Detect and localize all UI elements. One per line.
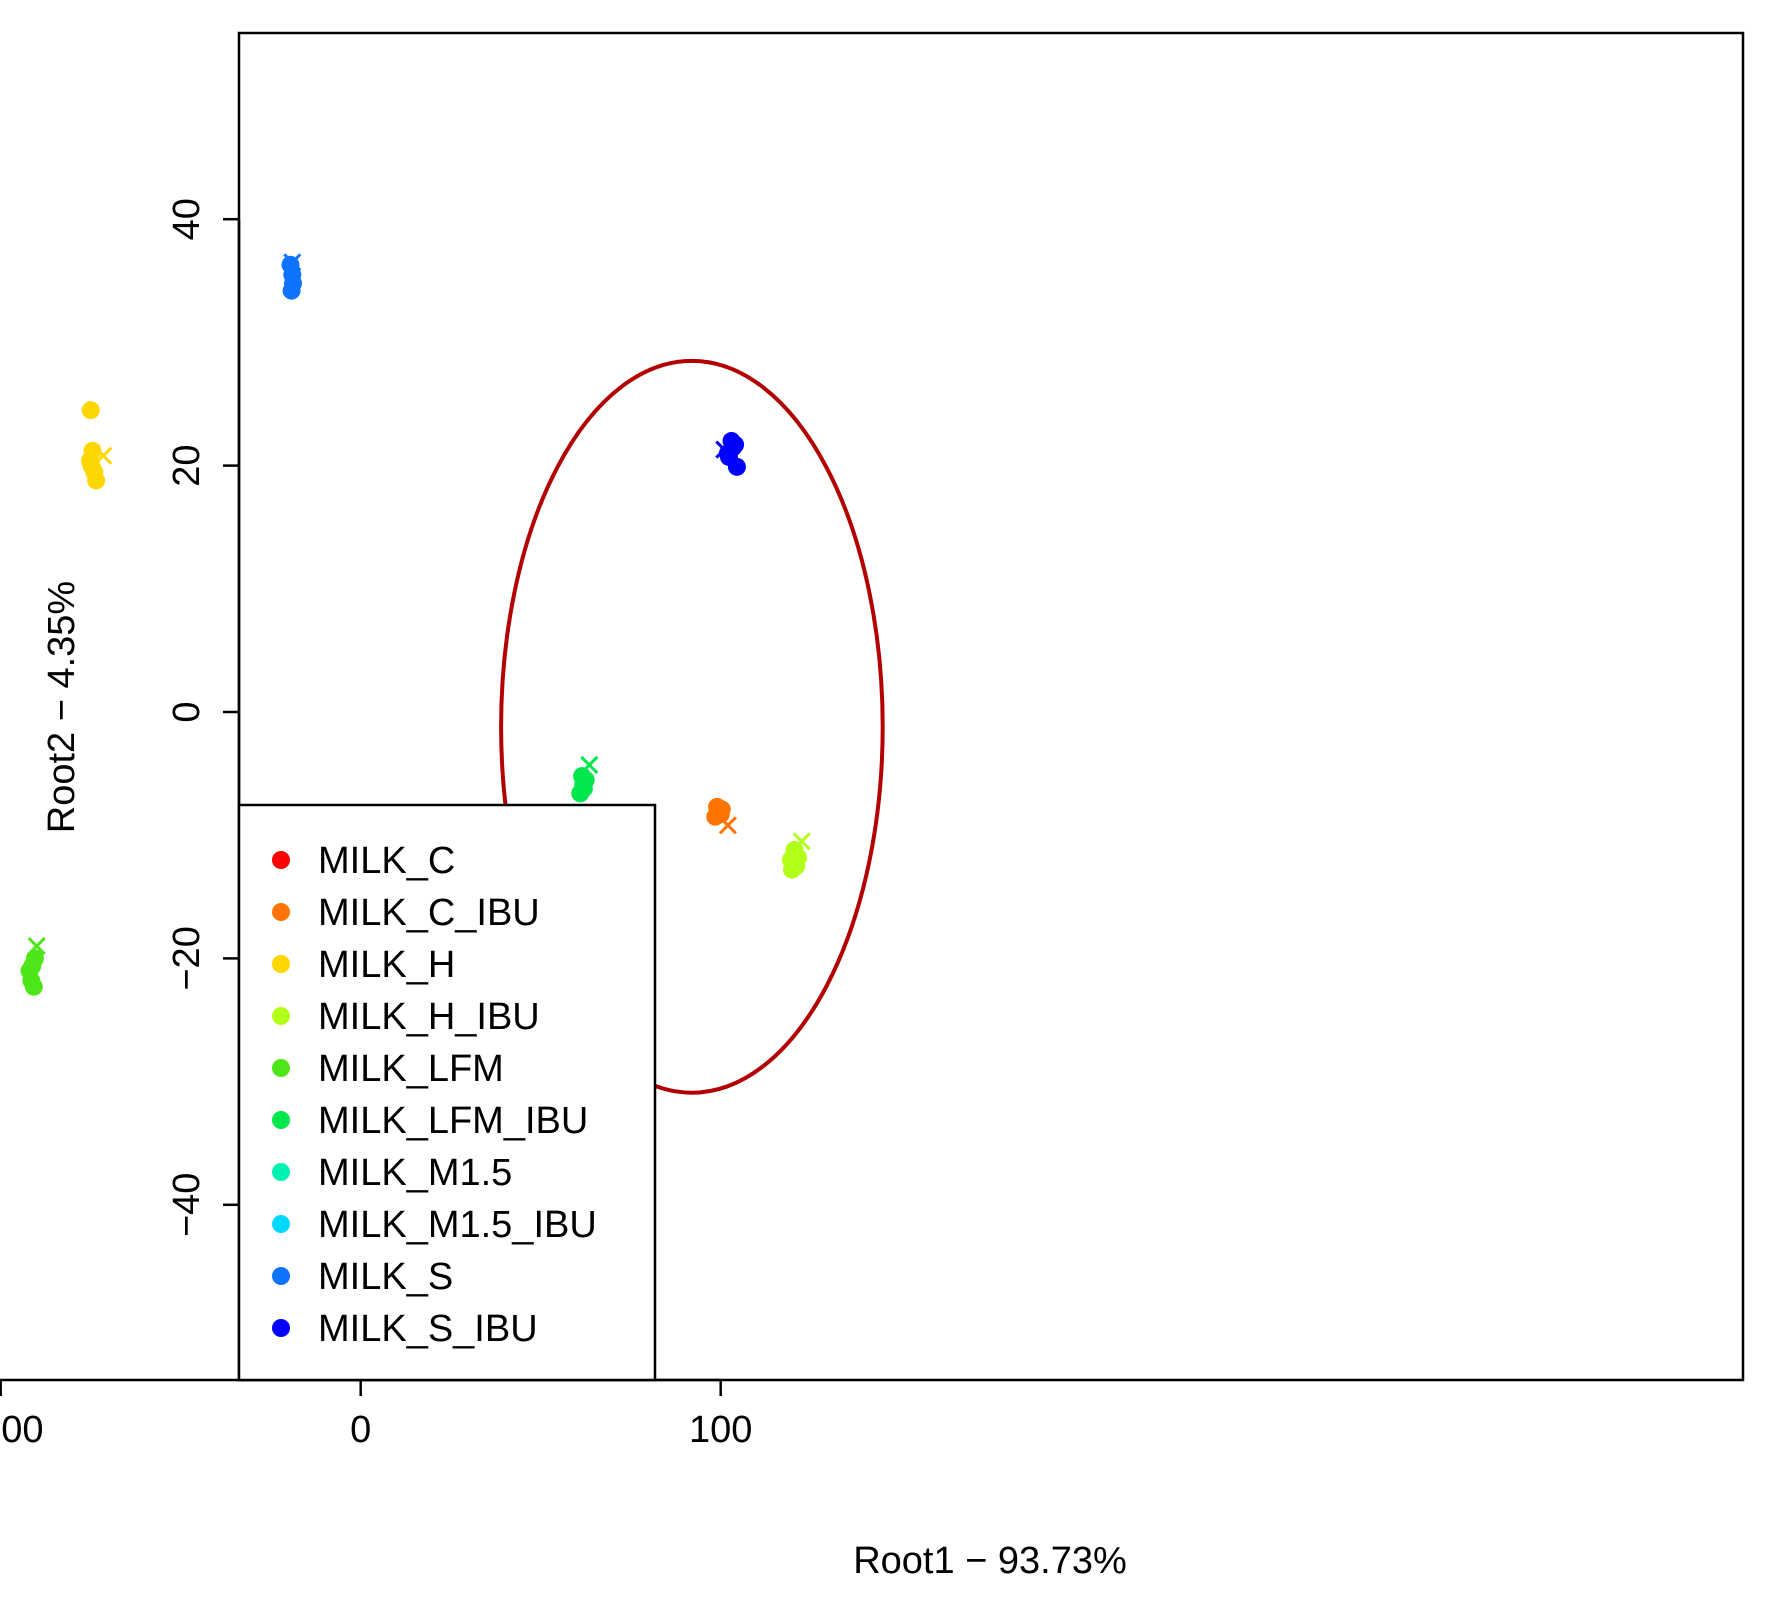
x-tick-label: 100: [689, 1409, 752, 1451]
legend-marker: [272, 1007, 290, 1025]
legend-marker: [272, 1111, 290, 1129]
data-point: [283, 265, 302, 284]
legend-label: MILK_LFM: [318, 1048, 504, 1090]
projected-point-stroke-b: [792, 832, 811, 851]
data-point: [24, 977, 43, 996]
legend-marker: [272, 1059, 290, 1077]
y-tick-label: 20: [166, 444, 208, 486]
x-tick-label: 0: [350, 1409, 371, 1451]
legend-marker: [272, 955, 290, 973]
projected-point: [283, 253, 302, 272]
legend-label: MILK_H: [318, 944, 455, 986]
data-point: [282, 281, 301, 300]
series-milk-s: [281, 253, 303, 300]
projected-point-stroke-b: [715, 440, 734, 459]
projected-point-stroke-b: [94, 446, 113, 465]
legend-marker: [272, 1215, 290, 1233]
data-point: [87, 471, 106, 490]
series-milk-lfm-ibu: [571, 755, 599, 803]
legend-marker: [272, 1319, 290, 1337]
legend-label: MILK_S: [318, 1256, 453, 1298]
projected-point-stroke-b: [580, 755, 599, 775]
legend-box: [237, 803, 657, 1382]
projected-point: [27, 937, 46, 956]
legend-marker: [272, 851, 290, 869]
data-point: [709, 802, 728, 821]
data-point: [789, 848, 808, 867]
projected-point: [715, 440, 734, 459]
legend-label: MILK_M1.5_IBU: [318, 1204, 597, 1246]
legend-marker: [272, 1267, 290, 1285]
y-axis-label: Root2 − 4.35%: [41, 581, 83, 833]
projected-point-stroke-b: [283, 253, 302, 272]
legend-label: MILK_C: [318, 840, 455, 882]
projected-point: [94, 446, 113, 465]
series-milk-h-ibu: [781, 832, 811, 879]
series-milk-lfm: [20, 937, 46, 996]
projected-point-stroke-b: [27, 937, 46, 956]
x-tick-label: −100: [0, 1409, 43, 1451]
legend-label: MILK_H_IBU: [318, 996, 540, 1038]
legend-label: MILK_S_IBU: [318, 1308, 538, 1350]
projected-point: [580, 755, 599, 775]
legend-marker: [272, 1163, 290, 1181]
y-tick-label: 0: [166, 701, 208, 722]
y-tick-label: −20: [166, 926, 208, 990]
legend: MILK_C MILK_C_IBU MILK_H MILK_H_IBU MILK_LFM…: [237, 803, 657, 1382]
projected-point: [792, 832, 811, 851]
projected-point-stroke-b: [718, 816, 737, 835]
data-point: [23, 956, 42, 975]
series-milk-s-ibu: [715, 431, 746, 476]
legend-label: MILK_C_IBU: [318, 892, 540, 934]
y-tick-label: −40: [166, 1173, 208, 1237]
highlight-ellipse: [499, 358, 885, 1095]
y-tick-label: 40: [166, 198, 208, 240]
projected-point: [718, 816, 737, 835]
series-milk-c-ibu: [706, 797, 737, 835]
ellipse-layer: [499, 358, 885, 1095]
data-point: [726, 435, 745, 454]
legend-label: MILK_M1.5: [318, 1152, 512, 1194]
data-point: [81, 401, 100, 420]
legend-label: MILK_LFM_IBU: [318, 1100, 588, 1142]
legend-marker: [272, 903, 290, 921]
data-point: [574, 775, 593, 794]
x-axis-label: Root1 − 93.73%: [853, 1540, 1127, 1582]
series-milk-h: [80, 401, 113, 490]
